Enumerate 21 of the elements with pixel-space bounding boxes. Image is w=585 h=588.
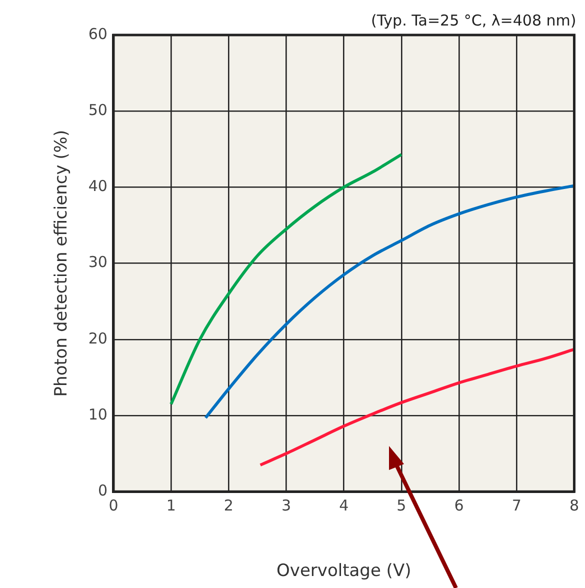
y-tick-label: 20 xyxy=(88,329,108,348)
y-tick-label: 50 xyxy=(88,100,108,119)
x-tick-label: 2 xyxy=(224,496,234,514)
x-tick-label: 3 xyxy=(281,496,292,514)
y-tick-label: 60 xyxy=(88,24,108,43)
x-tick-label: 6 xyxy=(454,496,464,514)
x-axis-title: Overvoltage (V) xyxy=(276,561,412,582)
y-tick-label: 40 xyxy=(88,177,108,196)
text: (Typ. Ta=25 °C, λ=408 nm) xyxy=(370,11,576,30)
y-axis-title: Photon detection efficiency (%) xyxy=(52,130,72,397)
x-tick-label: 5 xyxy=(396,496,406,514)
y-tick-label: 10 xyxy=(88,405,108,424)
x-tick-label: 4 xyxy=(339,496,349,514)
y-tick-label: 30 xyxy=(88,253,108,272)
line-series xyxy=(258,348,574,466)
x-tick-label: 8 xyxy=(569,496,579,514)
x-tick-label: 7 xyxy=(512,496,522,514)
line-series xyxy=(204,184,574,420)
line-series xyxy=(170,152,403,406)
x-tick-label: 1 xyxy=(166,496,176,514)
y-tick-label: 0 xyxy=(98,481,108,500)
